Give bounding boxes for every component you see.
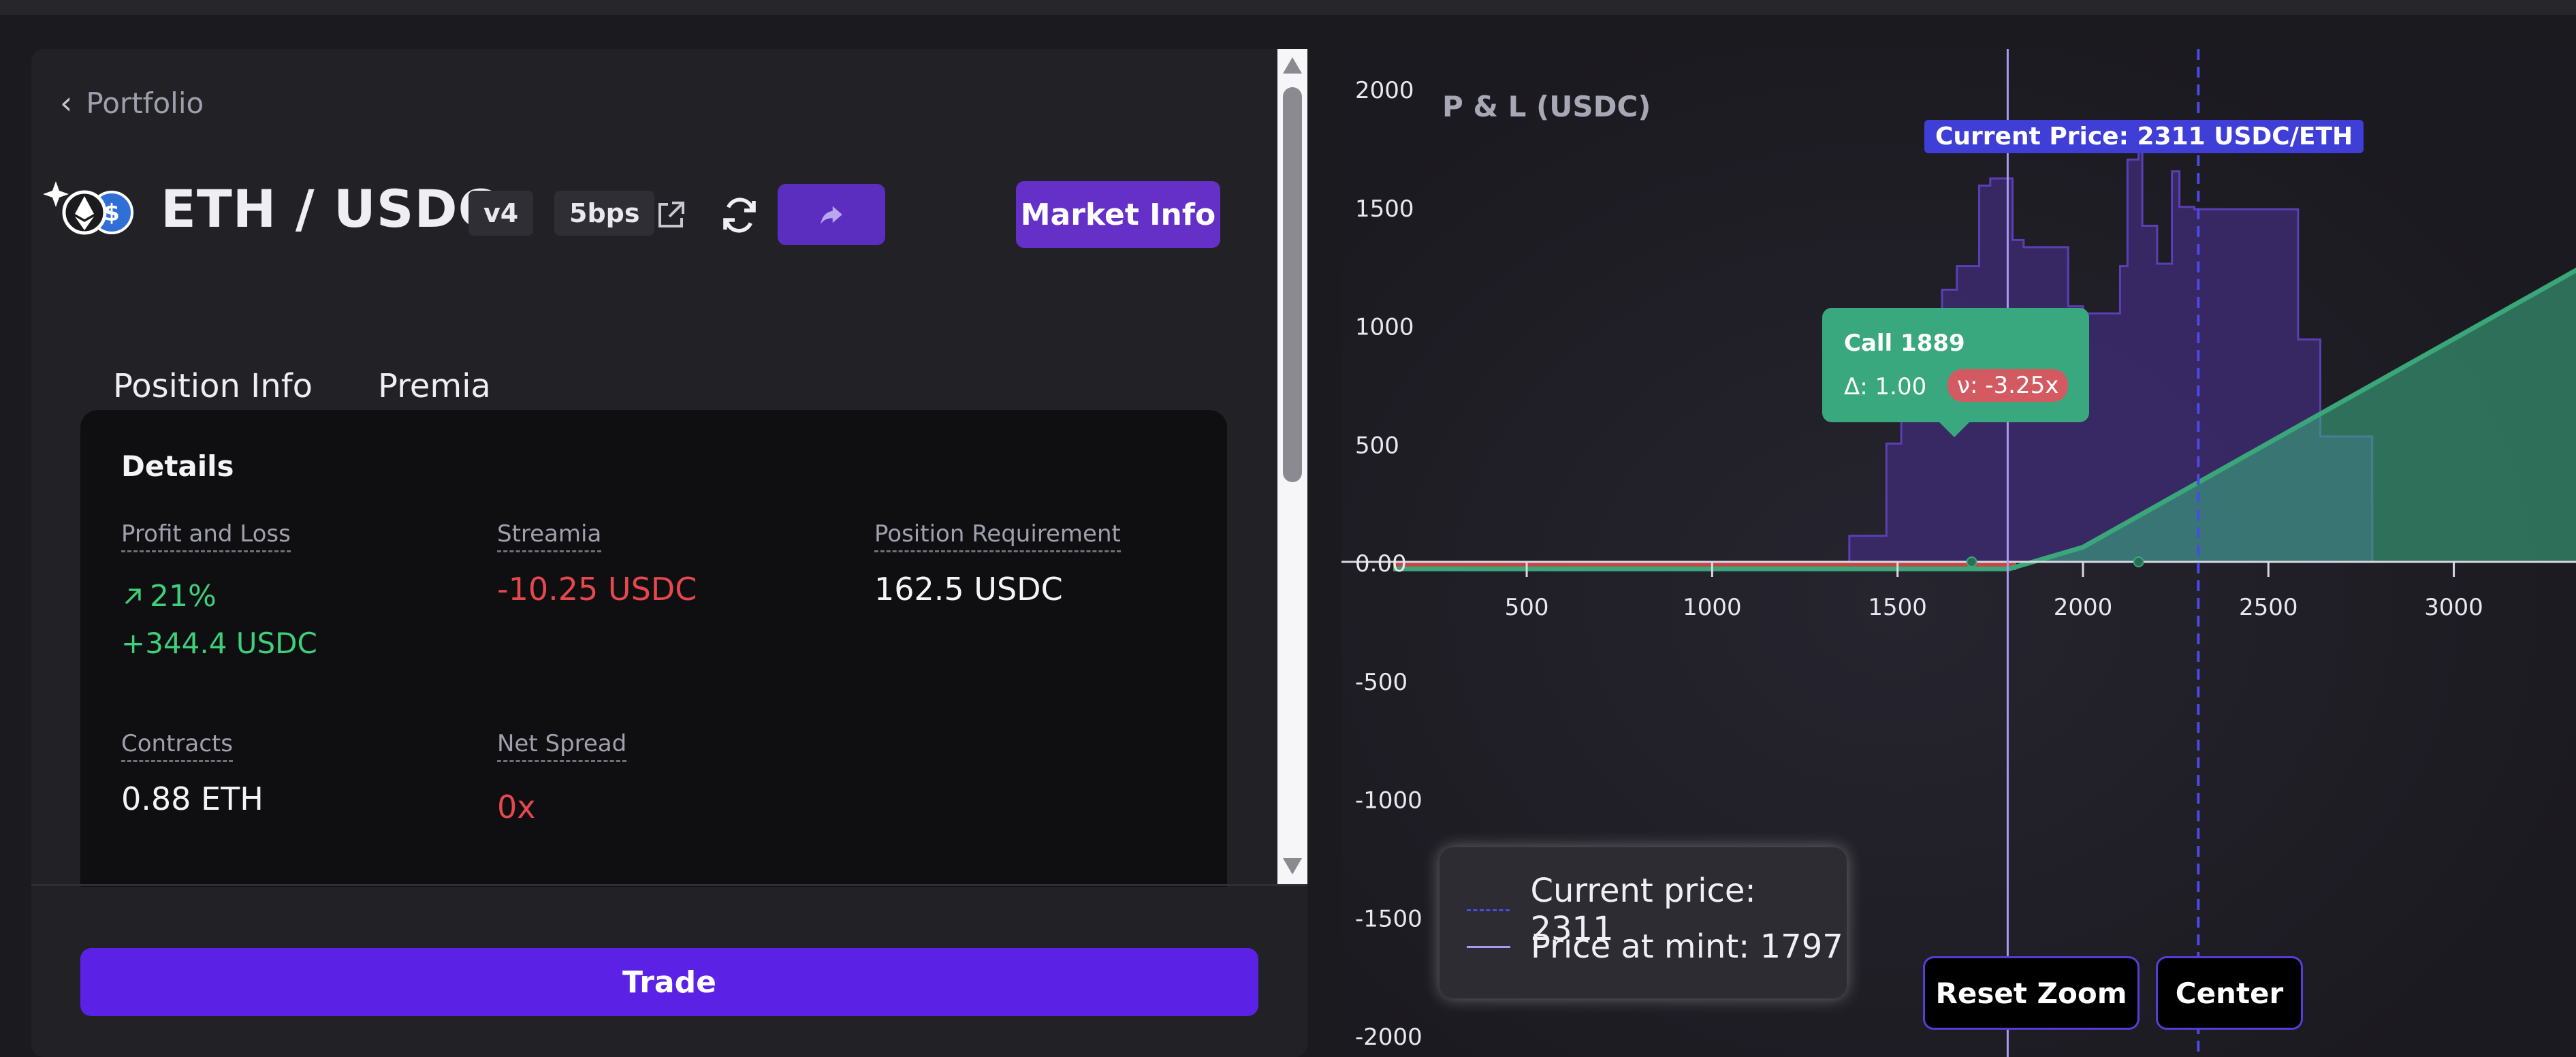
y-tick-label: 1000 bbox=[1355, 314, 1414, 341]
trade-button[interactable]: Trade bbox=[80, 948, 1258, 1016]
profit-area bbox=[2023, 270, 2576, 562]
top-bar bbox=[0, 0, 2576, 15]
current-price-swatch bbox=[1467, 909, 1510, 911]
chart-legend: Current price: 2311 Price at mint: 1797 bbox=[1440, 847, 1847, 998]
y-tick-label: -500 bbox=[1355, 669, 1408, 696]
profit-and-loss-label: Profit and Loss bbox=[121, 520, 291, 552]
pnl-percent-value: 21% bbox=[150, 579, 217, 614]
chevron-left-icon: ‹ bbox=[60, 84, 73, 121]
tooltip-vega: ν: -3.25x bbox=[1947, 369, 2069, 402]
y-tick-label: -1000 bbox=[1355, 787, 1422, 815]
back-to-portfolio-link[interactable]: ‹ Portfolio bbox=[60, 84, 204, 121]
x-tick-label: 1500 bbox=[1868, 594, 1927, 621]
y-tick-label: 0.00 bbox=[1355, 550, 1407, 578]
legend-current-price: Current price: 2311 bbox=[1467, 872, 1847, 948]
pnl-amount: +344.4 USDC bbox=[121, 627, 317, 660]
reset-zoom-button[interactable]: Reset Zoom bbox=[1923, 956, 2140, 1030]
position-requirement-label: Position Requirement bbox=[874, 520, 1121, 552]
x-tick-label: 2000 bbox=[2054, 594, 2113, 621]
streamia-value: -10.25 USDC bbox=[497, 571, 697, 608]
contracts-label: Contracts bbox=[121, 730, 233, 762]
pnl-marker bbox=[2133, 556, 2144, 567]
back-label: Portfolio bbox=[86, 86, 204, 120]
legend-mint-label: Price at mint: 1797 bbox=[1531, 928, 1843, 966]
contracts-value: 0.88 ETH bbox=[121, 780, 264, 817]
position-panel: ‹ Portfolio $ ETH / USDC v4 5bps Market bbox=[31, 49, 1307, 1057]
pair-title: ETH / USDC bbox=[161, 178, 497, 239]
payoff-chart-panel: 5001000150020002500300035002000150010005… bbox=[1341, 49, 2576, 1057]
scroll-down-icon[interactable] bbox=[1283, 858, 1302, 874]
pair-token-icon: $ bbox=[43, 181, 133, 235]
share-button[interactable] bbox=[778, 184, 885, 245]
market-info-button[interactable]: Market Info bbox=[1016, 181, 1220, 248]
streamia-label: Streamia bbox=[497, 520, 602, 552]
net-spread-label: Net Spread bbox=[497, 730, 627, 762]
arrow-up-right-icon bbox=[125, 588, 141, 604]
details-card: Details Profit and Loss 21% +344.4 USDC … bbox=[80, 410, 1227, 887]
y-tick-label: -1500 bbox=[1355, 905, 1422, 932]
details-title: Details bbox=[121, 449, 234, 483]
scrollbar-thumb[interactable] bbox=[1283, 87, 1302, 482]
tab-premia[interactable]: Premia bbox=[378, 367, 491, 405]
mint-price-swatch bbox=[1467, 945, 1510, 948]
panel-divider bbox=[31, 884, 1307, 886]
scrollbar[interactable] bbox=[1277, 49, 1307, 884]
position-scroll-area: ‹ Portfolio $ ETH / USDC v4 5bps Market bbox=[31, 49, 1307, 887]
pnl-marker bbox=[1966, 556, 1977, 567]
pnl-percent: 21% bbox=[121, 579, 217, 614]
x-tick-label: 3000 bbox=[2424, 594, 2483, 621]
share-arrow-icon bbox=[821, 206, 842, 224]
y-tick-label: 500 bbox=[1355, 432, 1399, 459]
scroll-up-icon[interactable] bbox=[1283, 57, 1302, 74]
x-tick-label: 1000 bbox=[1683, 594, 1742, 621]
svg-text:$: $ bbox=[104, 200, 120, 227]
center-button[interactable]: Center bbox=[2156, 956, 2303, 1030]
current-price-tag: Current Price: 2311 USDC/ETH bbox=[1924, 120, 2364, 153]
y-tick-label: -2000 bbox=[1355, 1024, 1422, 1051]
version-badge: v4 bbox=[468, 191, 534, 236]
pnl-line bbox=[1393, 267, 2576, 571]
position-requirement-value: 162.5 USDC bbox=[874, 571, 1063, 608]
y-tick-label: 2000 bbox=[1355, 77, 1414, 104]
fee-badge: 5bps bbox=[554, 191, 655, 236]
option-tooltip: Call 1889 Δ: 1.00 ν: -3.25x bbox=[1822, 308, 2089, 437]
refresh-icon[interactable] bbox=[720, 196, 759, 234]
legend-mint-price: Price at mint: 1797 bbox=[1467, 928, 1843, 966]
net-spread-value: 0x bbox=[497, 789, 536, 825]
x-tick-label: 500 bbox=[1505, 594, 1549, 621]
y-axis-title: P & L (USDC) bbox=[1442, 90, 1651, 123]
y-tick-label: 1500 bbox=[1355, 195, 1414, 223]
tooltip-delta: Δ: 1.00 bbox=[1844, 373, 1927, 400]
external-link-icon[interactable] bbox=[654, 199, 687, 232]
x-tick-label: 2500 bbox=[2239, 594, 2298, 621]
legend-current-label: Current price: 2311 bbox=[1530, 872, 1756, 948]
tooltip-title: Call 1889 bbox=[1844, 330, 1965, 357]
tooltip-pointer bbox=[1938, 421, 1971, 437]
